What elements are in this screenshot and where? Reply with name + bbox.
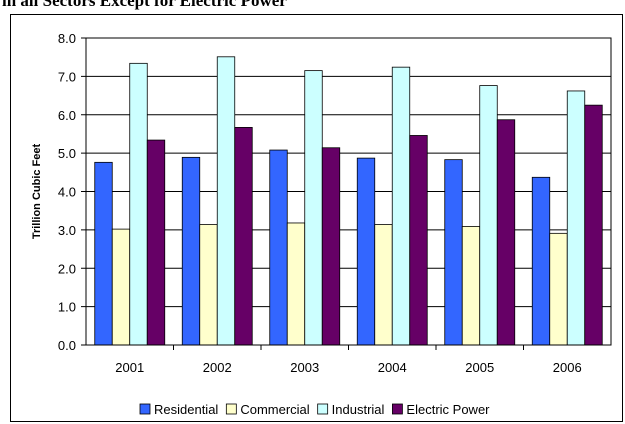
bar-industrial-2003	[304, 70, 323, 346]
bar-industrial-2002	[216, 56, 236, 346]
bar-commercial-2001	[111, 228, 131, 346]
legend-label-electric-power: Electric Power	[406, 402, 490, 417]
y-tick-label: 2.0	[58, 261, 76, 276]
bar-industrial-2001	[129, 62, 148, 346]
y-axis-title: Trillion Cubic Feet	[31, 143, 43, 239]
y-tick-label: 8.0	[58, 31, 76, 46]
bar-residential-2003	[269, 149, 288, 346]
legend-label-residential: Residential	[154, 402, 218, 417]
bar-electric-power-2002	[234, 127, 253, 346]
legend-label-industrial: Industrial	[332, 402, 385, 417]
legend-label-commercial: Commercial	[240, 402, 309, 417]
y-tick-label: 0.0	[58, 338, 76, 353]
bar-electric-power-2001	[146, 139, 166, 346]
bar-industrial-2005	[479, 85, 498, 346]
y-tick-label: 5.0	[58, 146, 76, 161]
bar-commercial-2003	[286, 222, 306, 346]
x-tick-label: 2003	[290, 360, 319, 375]
bar-industrial-2004	[391, 66, 411, 346]
bar-commercial-2005	[461, 226, 481, 346]
x-tick-label: 2001	[115, 360, 144, 375]
legend-swatch-commercial	[225, 403, 237, 415]
y-tick-label: 7.0	[58, 69, 76, 84]
legend-box	[135, 398, 577, 420]
legend-swatch-electric-power	[392, 403, 403, 415]
bar-commercial-2002	[199, 224, 218, 346]
bar-electric-power-2006	[584, 104, 603, 346]
x-tick-label: 2006	[553, 360, 582, 375]
bar-residential-2004	[356, 157, 376, 346]
bar-industrial-2006	[566, 90, 586, 346]
bar-residential-2002	[181, 156, 201, 346]
legend-swatch-residential	[139, 403, 151, 415]
bar-residential-2006	[531, 176, 551, 346]
x-tick-label: 2005	[465, 360, 494, 375]
x-tick-label: 2004	[378, 360, 407, 375]
bar-electric-power-2005	[496, 119, 516, 346]
bar-electric-power-2004	[409, 135, 428, 346]
y-tick-label: 1.0	[58, 300, 76, 315]
y-tick-label: 3.0	[58, 223, 76, 238]
bar-commercial-2004	[374, 224, 393, 346]
legend-swatch-industrial	[317, 403, 329, 415]
x-tick-label: 2002	[203, 360, 232, 375]
bar-residential-2005	[444, 159, 463, 346]
y-tick-label: 4.0	[58, 185, 76, 200]
chart-title: in all Sectors Except for Electric Power	[2, 0, 287, 10]
bar-electric-power-2003	[321, 147, 341, 346]
y-tick-label: 6.0	[58, 108, 76, 123]
bar-residential-2001	[94, 161, 113, 346]
bar-commercial-2006	[549, 232, 568, 346]
